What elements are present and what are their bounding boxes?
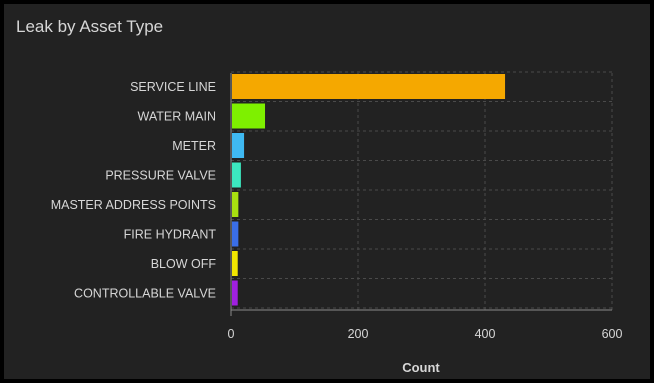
bar[interactable] — [232, 162, 241, 188]
x-tick-label: 600 — [602, 327, 623, 341]
bar[interactable] — [232, 192, 239, 217]
bar[interactable] — [232, 133, 245, 158]
x-tick-label: 200 — [348, 327, 369, 341]
category-label: BLOW OFF — [151, 257, 217, 271]
category-labels: SERVICE LINE WATER MAIN METER PRESSURE VALV… — [51, 80, 217, 301]
category-label: WATER MAIN — [138, 110, 216, 124]
chart-panel: Leak by Asset Type — [4, 4, 650, 379]
axes — [230, 73, 612, 316]
chart-title: Leak by Asset Type — [16, 17, 164, 36]
x-tick-labels: 0 200 400 600 — [228, 327, 623, 341]
bar[interactable] — [232, 280, 238, 306]
category-label: CONTROLLABLE VALVE — [74, 287, 216, 301]
bar[interactable] — [232, 251, 238, 276]
category-label: SERVICE LINE — [130, 80, 216, 94]
category-label: METER — [172, 139, 216, 153]
category-label: PRESSURE VALVE — [105, 169, 216, 183]
x-tick-label: 400 — [475, 327, 496, 341]
grid-lines — [231, 71, 613, 310]
bar[interactable] — [232, 221, 239, 247]
category-label: MASTER ADDRESS POINTS — [51, 198, 216, 212]
bars — [232, 74, 506, 306]
bar[interactable] — [232, 74, 506, 99]
x-axis-title: Count — [402, 360, 440, 375]
x-tick-label: 0 — [228, 327, 235, 341]
category-label: FIRE HYDRANT — [124, 228, 217, 242]
bar[interactable] — [232, 103, 266, 129]
